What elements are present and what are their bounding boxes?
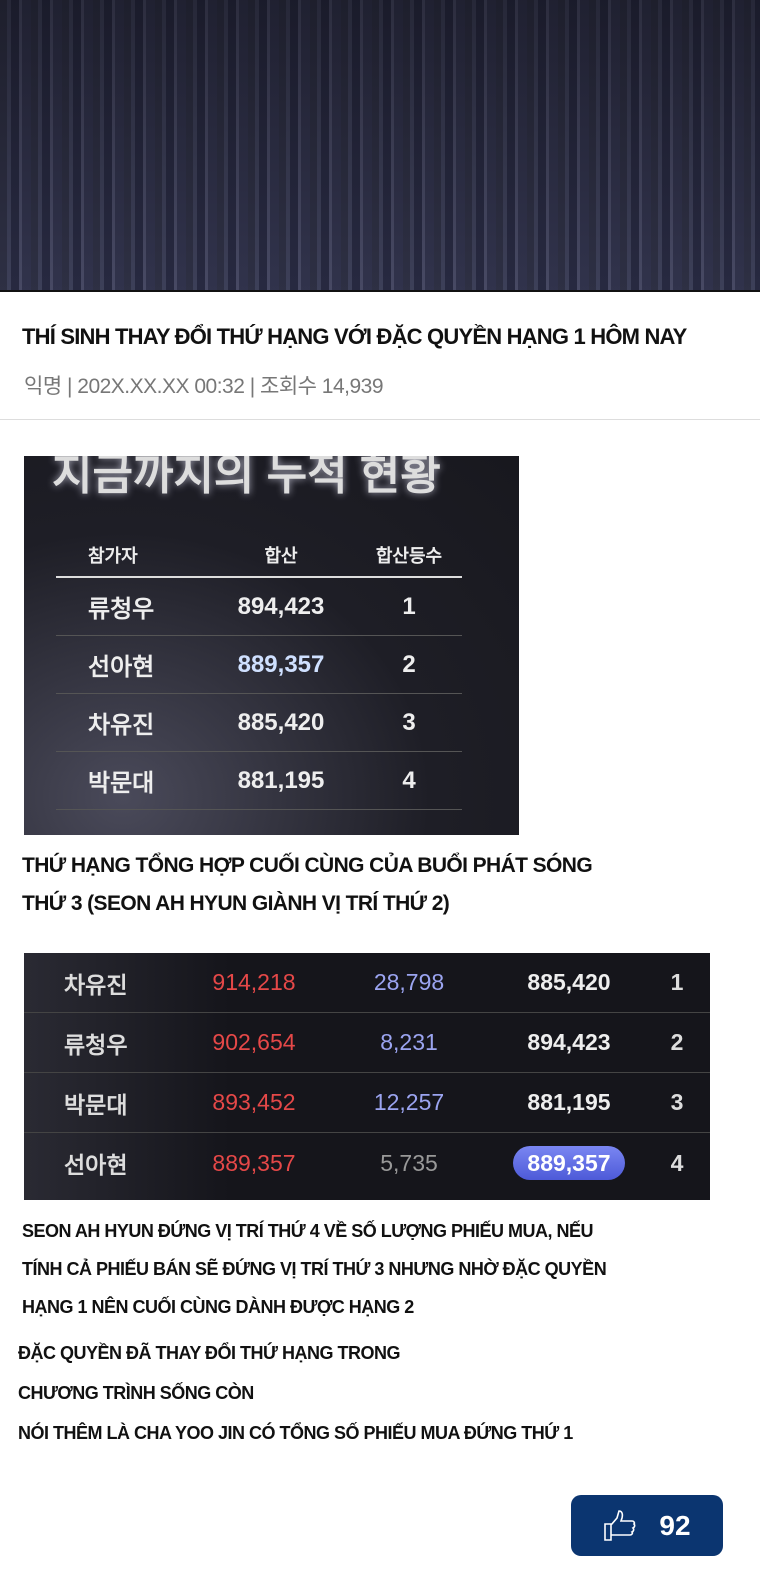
cell: 3: [402, 708, 416, 736]
cell: 류청우: [88, 596, 155, 623]
cell: 893,452: [212, 1089, 296, 1115]
caption-3: ĐẶC QUYỀN ĐÃ THAY ĐỔI THỨ HẠNG TRONG CHƯ…: [18, 1333, 738, 1453]
cell: 5,735: [380, 1149, 438, 1176]
caption-2: SEON AH HYUN ĐỨNG VỊ TRÍ THỨ 4 VỀ SỐ LƯỢ…: [22, 1212, 742, 1326]
cell: 2: [402, 650, 416, 678]
highlight-pill: 889,357: [513, 1145, 625, 1180]
cell: 885,420: [237, 708, 325, 736]
cell: 881,195: [527, 1089, 611, 1115]
post-meta: 익명 | 202X.XX.XX 00:32 | 조회수 14,939: [24, 375, 384, 398]
cell: 881,195: [237, 766, 325, 794]
cell: 2: [670, 1029, 684, 1055]
cell: 894,423: [527, 1029, 611, 1055]
image-heading: 지금까지의 누적 현황: [52, 450, 441, 499]
cell: 885,420: [527, 969, 611, 995]
cell: 12,257: [373, 1089, 445, 1115]
header-cell: 합산등수: [375, 546, 443, 566]
cell: 선아현: [64, 1152, 128, 1178]
cell: 889,357: [237, 650, 325, 678]
cell: 선아현: [88, 654, 155, 681]
cell: 4: [402, 766, 416, 794]
caption-line: SEON AH HYUN ĐỨNG VỊ TRÍ THỨ 4 VỀ SỐ LƯỢ…: [22, 1221, 594, 1241]
cell: 894,423: [237, 592, 325, 620]
header-cell: 참가자: [88, 546, 138, 566]
caption-line: THỨ 3 (SEON AH HYUN GIÀNH VỊ TRÍ THỨ 2): [22, 892, 450, 915]
cell: 류청우: [64, 1031, 128, 1058]
caption-line: ĐẶC QUYỀN ĐÃ THAY ĐỔI THỨ HẠNG TRONG: [18, 1343, 400, 1363]
caption-line: HẠNG 1 NÊN CUỐI CÙNG DÀNH ĐƯỢC HẠNG 2: [22, 1297, 414, 1317]
cell: 902,654: [212, 1029, 296, 1055]
cell: 4: [670, 1149, 684, 1176]
header-cell: 합산: [264, 546, 298, 566]
cell: 박문대: [88, 770, 155, 797]
caption-line: TÍNH CẢ PHIẾU BÁN SẼ ĐỨNG VỊ TRÍ THỨ 3 N…: [22, 1259, 607, 1279]
table-row: 류청우 894,423 1: [56, 578, 462, 636]
cell: 914,218: [212, 969, 296, 995]
ranking-image-2: 차유진 914,218 28,798 885,420 1 류청우 902,654 8,231…: [24, 953, 710, 1200]
table-row: 류청우 902,654 8,231 894,423 2: [24, 1013, 710, 1073]
caption-line: NÓI THÊM LÀ CHA YOO JIN CÓ TỔNG SỐ PHIẾU…: [18, 1423, 573, 1443]
table-header: 참가자 합산 합산등수: [56, 534, 462, 578]
table-row: 선아현 889,357 5,735 889,357 4: [24, 1133, 710, 1193]
post-title: THÍ SINH THAY ĐỔI THỨ HẠNG VỚI ĐẶC QUYỀN…: [22, 324, 687, 349]
thumbs-up-icon: [604, 1509, 636, 1541]
header-image: [0, 0, 760, 292]
cell: 박문대: [64, 1091, 128, 1118]
table-row: 선아현 889,357 2: [56, 636, 462, 694]
like-button[interactable]: 92: [571, 1495, 723, 1556]
cell: 889,357: [212, 1149, 296, 1176]
like-count: 92: [659, 1509, 691, 1541]
table-row: 차유진 914,218 28,798 885,420 1: [24, 953, 710, 1013]
cell: 1: [670, 969, 684, 995]
ranking-table: 참가자 합산 합산등수 류청우 894,423 1 선아현 889,357 2 차유진 8…: [56, 534, 462, 810]
table-row: 박문대 893,452 12,257 881,195 3: [24, 1073, 710, 1133]
caption-1: THỨ HẠNG TỔNG HỢP CUỐI CÙNG CỦA BUỔI PHÁ…: [22, 847, 742, 923]
table-row: 차유진 885,420 3: [56, 694, 462, 752]
cell: 1: [402, 592, 416, 620]
caption-line: CHƯƠNG TRÌNH SỐNG CÒN: [18, 1383, 254, 1403]
cell: 3: [670, 1089, 684, 1115]
cell: 28,798: [373, 969, 445, 995]
cell: 차유진: [64, 971, 128, 998]
cell: 8,231: [380, 1029, 438, 1055]
divider: [0, 419, 760, 420]
caption-line: THỨ HẠNG TỔNG HỢP CUỐI CÙNG CỦA BUỔI PHÁ…: [22, 854, 593, 877]
table-row: 박문대 881,195 4: [56, 752, 462, 810]
ranking-image-1: 지금까지의 누적 현황 참가자 합산 합산등수 류청우 894,423 1 선아현 8…: [24, 456, 519, 835]
cell: 차유진: [88, 712, 155, 739]
